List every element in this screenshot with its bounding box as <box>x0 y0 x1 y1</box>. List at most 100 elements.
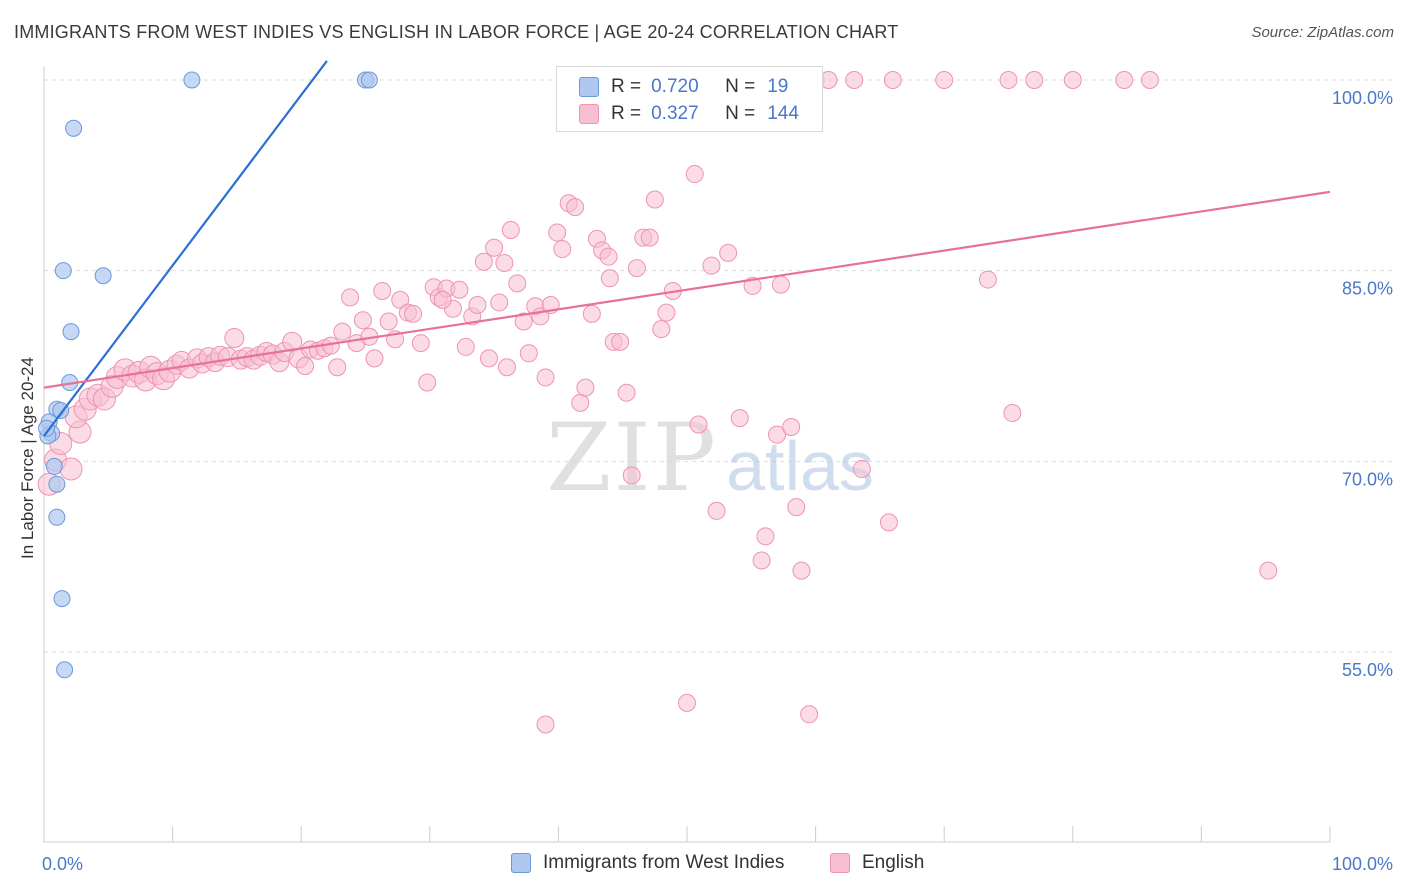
west-indies-trend-line <box>43 60 328 437</box>
english-point <box>468 295 487 314</box>
legend-row-west-indies: R = 0.720 N = 19 <box>579 75 788 99</box>
legend-r-label: R = <box>611 103 642 124</box>
english-point <box>782 418 801 437</box>
legend-swatch-blue <box>511 853 531 873</box>
english-point <box>657 303 676 322</box>
english-point <box>879 513 898 532</box>
west-indies-point <box>94 267 112 285</box>
english-point <box>685 165 704 184</box>
english-point <box>617 383 636 402</box>
english-point <box>566 198 585 217</box>
english-point <box>743 276 762 295</box>
west-indies-point <box>56 661 74 679</box>
english-point <box>622 466 641 485</box>
english-point <box>771 275 790 294</box>
y-tick-label: 85.0% <box>1342 279 1393 299</box>
legend-item-west-indies[interactable]: Immigrants from West Indies <box>511 852 784 874</box>
english-point <box>353 311 372 330</box>
y-tick-label: 70.0% <box>1342 469 1393 489</box>
west-indies-point <box>53 590 71 608</box>
english-point <box>845 71 864 89</box>
english-point <box>296 357 315 375</box>
english-point <box>640 228 659 247</box>
stats-legend: R = 0.720 N = 19 R = 0.327 N = 144 <box>556 66 823 132</box>
watermark-atlas: atlas <box>726 427 874 505</box>
legend-n-label: N = <box>725 103 756 124</box>
english-point <box>485 238 504 257</box>
y-tick-label: 100.0% <box>1332 88 1393 108</box>
english-point <box>373 282 392 301</box>
english-point <box>678 693 696 712</box>
english-point <box>702 256 721 275</box>
english-point <box>508 274 527 293</box>
english-point <box>497 358 516 377</box>
english-point <box>600 269 619 288</box>
english-point <box>224 328 245 349</box>
english-point <box>450 280 469 299</box>
series-west-indies-points <box>38 71 378 679</box>
english-point <box>652 320 671 339</box>
english-point <box>768 425 787 444</box>
english-point <box>328 358 347 377</box>
english-point <box>800 705 819 724</box>
legend-swatch-pink <box>830 853 850 873</box>
tick-labels: 55.0% 70.0% 85.0% 100.0% 0.0% 100.0% <box>42 88 1393 874</box>
west-indies-point <box>52 401 70 419</box>
watermark: ZIP atlas <box>546 404 874 513</box>
west-indies-point <box>48 475 66 493</box>
english-point <box>1025 71 1044 89</box>
legend-r-label: R = <box>611 76 642 97</box>
english-point <box>645 190 664 209</box>
english-point <box>689 415 708 434</box>
legend-r-value: 0.720 <box>651 76 699 97</box>
west-indies-point <box>183 71 201 89</box>
english-point <box>519 344 538 363</box>
legend-item-english[interactable]: English <box>830 852 924 874</box>
english-trend-line <box>43 190 1331 389</box>
trend-lines <box>43 60 1331 437</box>
legend-swatch-blue <box>579 77 599 97</box>
west-indies-point <box>62 323 80 341</box>
west-indies-point <box>54 262 72 280</box>
english-point <box>536 368 555 387</box>
west-indies-point <box>48 508 66 526</box>
english-point <box>433 290 452 309</box>
english-point <box>490 293 509 312</box>
english-point <box>792 561 811 580</box>
y-tick-label: 55.0% <box>1342 660 1393 680</box>
english-point <box>935 71 954 89</box>
english-point <box>404 304 423 323</box>
series-legend: Immigrants from West Indies English <box>0 852 1406 876</box>
english-point <box>599 247 618 266</box>
english-point <box>1003 404 1022 423</box>
english-point <box>501 220 520 239</box>
series-english-points <box>37 71 1278 734</box>
english-point <box>707 501 726 520</box>
english-point <box>365 349 384 368</box>
english-point <box>719 243 738 262</box>
english-point <box>341 288 360 307</box>
english-point <box>456 337 475 356</box>
english-point <box>59 457 83 481</box>
english-point <box>576 378 595 397</box>
english-point <box>582 304 601 323</box>
english-point <box>514 312 533 331</box>
english-point <box>536 715 555 734</box>
english-point <box>571 393 590 412</box>
english-point <box>1259 561 1278 580</box>
english-point <box>379 312 398 331</box>
english-point <box>553 240 572 259</box>
legend-n-label: N = <box>725 76 756 97</box>
english-point <box>495 254 514 273</box>
english-point <box>418 373 437 392</box>
english-point <box>411 334 430 353</box>
english-point <box>756 527 775 546</box>
west-indies-point <box>38 419 56 437</box>
x-tick-label: 100.0% <box>1332 854 1393 874</box>
legend-label-english: English <box>862 852 925 873</box>
chart-title: IMMIGRANTS FROM WEST INDIES VS ENGLISH I… <box>14 22 899 42</box>
english-point <box>611 332 630 351</box>
english-point <box>978 270 997 289</box>
legend-r-value: 0.327 <box>651 103 699 124</box>
